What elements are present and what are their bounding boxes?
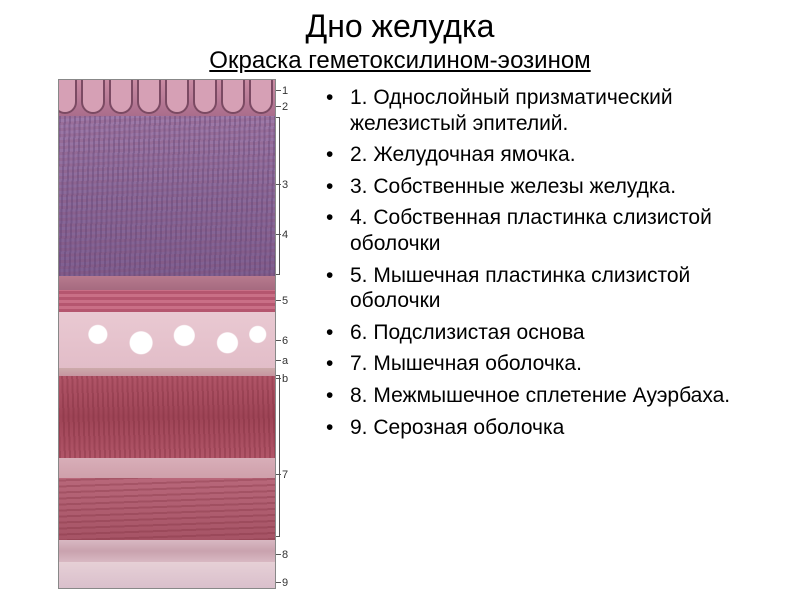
bullet-icon xyxy=(326,415,350,441)
legend-item: 7. Мышечная оболочка. xyxy=(326,351,780,377)
image-label-number: 8 xyxy=(282,549,288,561)
image-label-number: 7 xyxy=(282,469,288,481)
image-label-number: 2 xyxy=(282,101,288,113)
legend-item-text: 4. Собственная пластинка слизистой оболо… xyxy=(350,205,780,256)
image-label-number: 3 xyxy=(282,179,288,191)
image-label-number: 9 xyxy=(282,577,288,589)
label-tick xyxy=(276,554,281,555)
legend-item: 9. Серозная оболочка xyxy=(326,415,780,441)
lamina-propria-layer xyxy=(59,276,275,290)
legend-item-text: 6. Подслизистая основа xyxy=(350,320,780,346)
label-tick xyxy=(276,360,281,361)
muscle-outer-layer xyxy=(59,478,275,540)
bullet-icon xyxy=(326,205,350,256)
legend-item: 8. Межмышечное сплетение Ауэрбаха. xyxy=(326,383,780,409)
label-tick xyxy=(276,582,281,583)
submucosa-layer xyxy=(59,312,275,368)
label-bracket xyxy=(276,375,280,537)
bullet-icon xyxy=(326,351,350,377)
label-tick xyxy=(276,90,281,91)
serosa-layer xyxy=(59,562,275,589)
label-bracket xyxy=(276,117,280,275)
image-label-number: 1 xyxy=(282,85,288,97)
image-label-number: 6 xyxy=(282,335,288,347)
label-tick xyxy=(276,340,281,341)
image-label-number: 4 xyxy=(282,229,288,241)
submucosa-border xyxy=(59,368,275,376)
image-label-number: a xyxy=(282,355,288,367)
bullet-icon xyxy=(326,142,350,168)
muscularis-mucosae-layer xyxy=(59,290,275,312)
legend-item-text: 3. Собственные железы желудка. xyxy=(350,174,780,200)
legend-item: 3. Собственные железы желудка. xyxy=(326,174,780,200)
legend-item-text: 8. Межмышечное сплетение Ауэрбаха. xyxy=(350,383,780,409)
content-row: 1 2 3 4 5 6 ab 7 8 9 1. Однослойный призматически… xyxy=(0,79,800,589)
legend-item: 2. Желудочная ямочка. xyxy=(326,142,780,168)
muscle-gap-layer xyxy=(59,458,275,478)
image-number-labels: 1 2 3 4 5 6 ab 7 8 9 xyxy=(276,79,294,589)
histology-column: 1 2 3 4 5 6 ab 7 8 9 xyxy=(0,79,290,589)
legend-item-text: 5. Мышечная пластинка слизистой оболочки xyxy=(350,263,780,314)
legend-list: 1. Однослойный призматический железистый… xyxy=(290,79,800,589)
histology-image xyxy=(58,79,276,589)
legend-item: 6. Подслизистая основа xyxy=(326,320,780,346)
bullet-icon xyxy=(326,85,350,136)
legend-item: 5. Мышечная пластинка слизистой оболочки xyxy=(326,263,780,314)
legend-item-text: 9. Серозная оболочка xyxy=(350,415,780,441)
legend-item-text: 1. Однослойный призматический железистый… xyxy=(350,85,780,136)
muscle-inner-layer xyxy=(59,376,275,458)
image-label-number: 5 xyxy=(282,295,288,307)
label-tick xyxy=(276,106,281,107)
bullet-icon xyxy=(326,263,350,314)
glands-layer xyxy=(59,116,275,276)
page-title: Дно желудка xyxy=(0,8,800,45)
label-tick xyxy=(276,300,281,301)
bullet-icon xyxy=(326,174,350,200)
legend-item-text: 7. Мышечная оболочка. xyxy=(350,351,780,377)
image-label-number: b xyxy=(282,373,288,385)
bullet-icon xyxy=(326,320,350,346)
bullet-icon xyxy=(326,383,350,409)
legend-item: 1. Однослойный призматический железистый… xyxy=(326,85,780,136)
plexus-layer xyxy=(59,540,275,562)
gastric-pits xyxy=(59,80,275,120)
legend-item-text: 2. Желудочная ямочка. xyxy=(350,142,780,168)
legend-item: 4. Собственная пластинка слизистой оболо… xyxy=(326,205,780,256)
page-subtitle: Окраска геметоксилином-эозином xyxy=(0,47,800,75)
